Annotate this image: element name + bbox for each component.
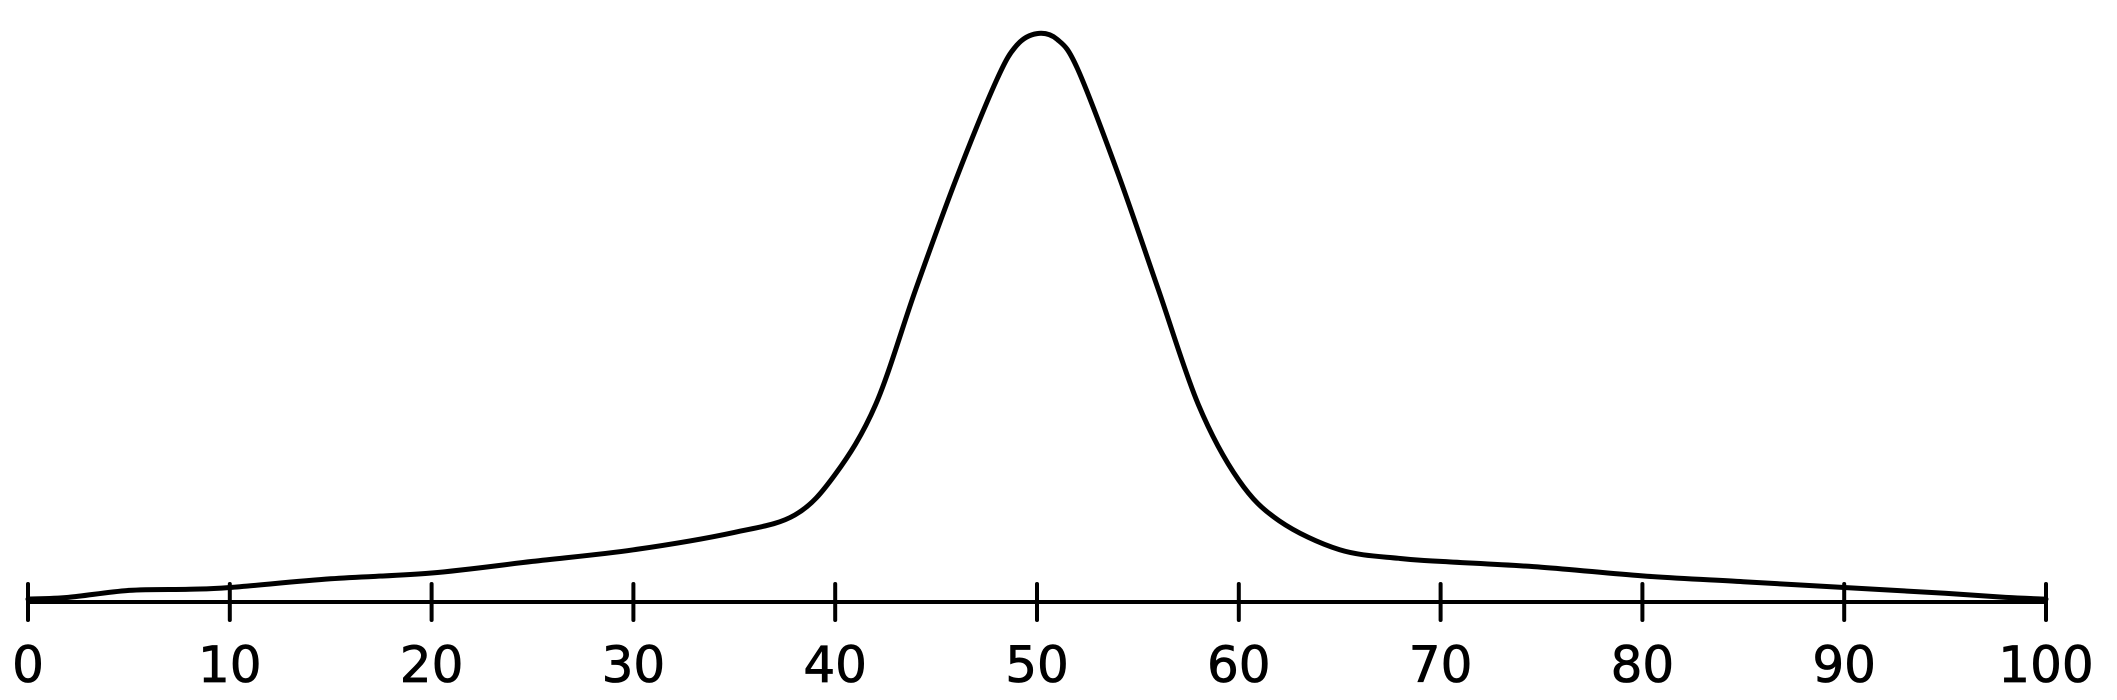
x-tick-label-30: 30 <box>602 636 666 694</box>
series-line-0 <box>25 30 2049 602</box>
x-tick-label-50: 50 <box>1005 636 1069 694</box>
x-tick-label-0: 0 <box>12 636 44 694</box>
x-tick-label-40: 40 <box>803 636 867 694</box>
x-tick-label-90: 90 <box>1812 636 1876 694</box>
x-tick-label-60: 60 <box>1207 636 1271 694</box>
x-tick-label-10: 10 <box>198 636 262 694</box>
x-axis-tick-labels: 0 10 20 30 40 50 60 70 80 90 100 <box>12 636 2094 695</box>
x-tick-label-70: 70 <box>1409 636 1473 694</box>
series-group <box>25 30 2049 602</box>
x-tick-label-100: 100 <box>1998 636 2093 694</box>
x-tick-label-20: 20 <box>400 636 464 694</box>
x-tick-label-80: 80 <box>1611 636 1675 694</box>
